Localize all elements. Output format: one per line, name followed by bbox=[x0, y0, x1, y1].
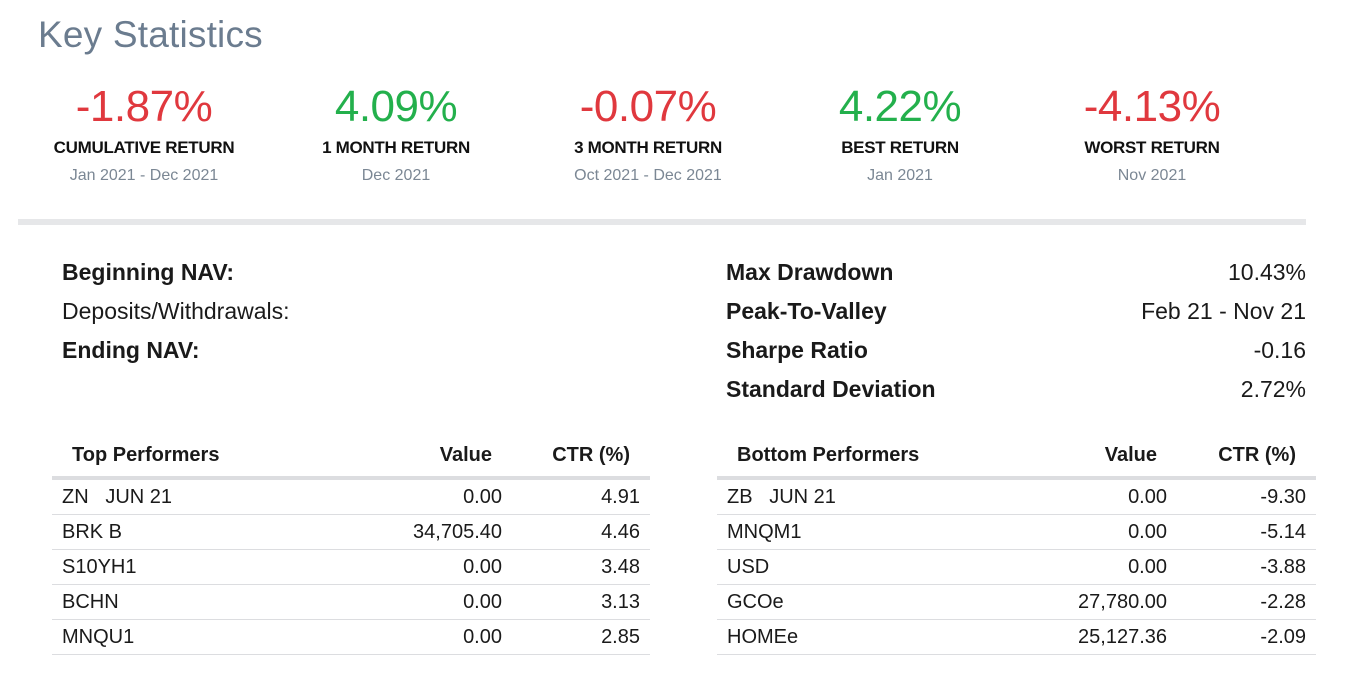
cell-name: MNQM1 bbox=[717, 514, 1017, 550]
cell-ctr: -3.88 bbox=[1167, 549, 1316, 585]
cell-name: USD bbox=[717, 549, 1017, 585]
cell-name: GCOe bbox=[717, 584, 1017, 620]
cell-value: 27,780.00 bbox=[1017, 584, 1167, 620]
kpi-label: CUMULATIVE RETURN bbox=[53, 138, 235, 157]
table-row: MNQM1 0.00 -5.14 bbox=[717, 514, 1316, 550]
table-header-row: Bottom Performers Value CTR (%) bbox=[717, 434, 1316, 480]
cell-ctr: 4.91 bbox=[502, 478, 650, 515]
cell-value: 0.00 bbox=[352, 549, 502, 585]
ending-nav-label: Ending NAV: bbox=[62, 337, 200, 363]
kpi-label: 1 MONTH RETURN bbox=[322, 138, 470, 157]
kpi-value: 4.09% bbox=[334, 82, 458, 131]
cell-value: 0.00 bbox=[1017, 478, 1167, 515]
stat-value: 2.72% bbox=[1240, 376, 1306, 402]
cell-ctr: -9.30 bbox=[1167, 478, 1316, 515]
table-row: GCOe 27,780.00 -2.28 bbox=[717, 584, 1316, 620]
cell-value: 25,127.36 bbox=[1017, 619, 1167, 655]
column-header-ctr: CTR (%) bbox=[1167, 434, 1316, 480]
cell-name: S10YH1 bbox=[52, 549, 352, 585]
table-row: S10YH1 0.00 3.48 bbox=[52, 549, 650, 585]
cell-name: MNQU1 bbox=[52, 619, 352, 655]
kpi-period: Jan 2021 - Dec 2021 bbox=[69, 167, 219, 184]
bottom-performers-table: Bottom Performers Value CTR (%) ZB JUN 2… bbox=[717, 434, 1316, 655]
stat-value: 10.43% bbox=[1227, 259, 1306, 285]
cell-ctr: 4.46 bbox=[502, 514, 650, 550]
kpi-label: BEST RETURN bbox=[841, 138, 959, 157]
stat-label: Max Drawdown bbox=[726, 259, 894, 285]
kpi-value: -4.13% bbox=[1083, 82, 1221, 131]
stat-label: Sharpe Ratio bbox=[726, 337, 868, 363]
kpi-row: -1.87% CUMULATIVE RETURN Jan 2021 - Dec … bbox=[18, 80, 1306, 200]
stat-value: -0.16 bbox=[1253, 337, 1306, 363]
cell-value: 0.00 bbox=[352, 619, 502, 655]
stat-label: Peak-To-Valley bbox=[726, 298, 887, 324]
cell-value: 0.00 bbox=[352, 478, 502, 515]
cell-name: HOMEe bbox=[717, 619, 1017, 655]
kpi-label: 3 MONTH RETURN bbox=[574, 138, 722, 157]
kpi-cumulative-return: -1.87% CUMULATIVE RETURN Jan 2021 - Dec … bbox=[18, 80, 270, 186]
table-row: USD 0.00 -3.88 bbox=[717, 549, 1316, 585]
kpi-period: Jan 2021 bbox=[867, 167, 933, 184]
table-row: ZN JUN 21 0.00 4.91 bbox=[52, 478, 650, 515]
table-header-row: Top Performers Value CTR (%) bbox=[52, 434, 650, 480]
kpi-best-return: 4.22% BEST RETURN Jan 2021 bbox=[774, 80, 1026, 186]
stat-peak-to-valley: Peak-To-Valley Feb 21 - Nov 21 bbox=[726, 292, 1306, 331]
column-header-name: Bottom Performers bbox=[717, 434, 1017, 480]
cell-name: ZN JUN 21 bbox=[52, 478, 352, 515]
kpi-worst-return: -4.13% WORST RETURN Nov 2021 bbox=[1026, 80, 1278, 186]
kpi-period: Oct 2021 - Dec 2021 bbox=[574, 167, 722, 184]
deposits-withdrawals-label: Deposits/Withdrawals: bbox=[62, 298, 290, 324]
cell-ctr: 3.48 bbox=[502, 549, 650, 585]
cell-ctr: -2.28 bbox=[1167, 584, 1316, 620]
stat-label: Standard Deviation bbox=[726, 376, 936, 402]
cell-name: BRK B bbox=[52, 514, 352, 550]
kpi-1-month-return: 4.09% 1 MONTH RETURN Dec 2021 bbox=[270, 80, 522, 186]
stat-sharpe-ratio: Sharpe Ratio -0.16 bbox=[726, 331, 1306, 370]
kpi-value: 4.22% bbox=[838, 82, 962, 131]
cell-name: ZB JUN 21 bbox=[717, 478, 1017, 515]
kpi-label: WORST RETURN bbox=[1084, 138, 1220, 157]
column-header-ctr: CTR (%) bbox=[502, 434, 650, 480]
stat-max-drawdown: Max Drawdown 10.43% bbox=[726, 253, 1306, 292]
kpi-3-month-return: -0.07% 3 MONTH RETURN Oct 2021 - Dec 202… bbox=[522, 80, 774, 186]
risk-stats: Max Drawdown 10.43% Peak-To-Valley Feb 2… bbox=[726, 253, 1306, 409]
table-row: BCHN 0.00 3.13 bbox=[52, 584, 650, 620]
table-row: ZB JUN 21 0.00 -9.30 bbox=[717, 478, 1316, 515]
table-row: MNQU1 0.00 2.85 bbox=[52, 619, 650, 655]
cell-ctr: 2.85 bbox=[502, 619, 650, 655]
nav-summary: Beginning NAV: Deposits/Withdrawals: End… bbox=[62, 253, 622, 370]
column-header-value: Value bbox=[1017, 434, 1167, 480]
column-header-name: Top Performers bbox=[52, 434, 352, 480]
stat-standard-deviation: Standard Deviation 2.72% bbox=[726, 370, 1306, 409]
cell-value: 0.00 bbox=[1017, 514, 1167, 550]
section-divider bbox=[18, 219, 1306, 225]
table-row: HOMEe 25,127.36 -2.09 bbox=[717, 619, 1316, 655]
page-title: Key Statistics bbox=[38, 14, 263, 55]
cell-value: 34,705.40 bbox=[352, 514, 502, 550]
top-performers-table: Top Performers Value CTR (%) ZN JUN 21 0… bbox=[52, 434, 650, 655]
stat-value: Feb 21 - Nov 21 bbox=[1141, 298, 1306, 324]
cell-ctr: 3.13 bbox=[502, 584, 650, 620]
kpi-value: -1.87% bbox=[75, 82, 213, 131]
table-row: BRK B 34,705.40 4.46 bbox=[52, 514, 650, 550]
cell-value: 0.00 bbox=[352, 584, 502, 620]
kpi-period: Nov 2021 bbox=[1117, 167, 1187, 184]
beginning-nav-label: Beginning NAV: bbox=[62, 259, 235, 285]
cell-ctr: -5.14 bbox=[1167, 514, 1316, 550]
cell-name: BCHN bbox=[52, 584, 352, 620]
cell-value: 0.00 bbox=[1017, 549, 1167, 585]
cell-ctr: -2.09 bbox=[1167, 619, 1316, 655]
column-header-value: Value bbox=[352, 434, 502, 480]
kpi-value: -0.07% bbox=[579, 82, 717, 131]
kpi-period: Dec 2021 bbox=[361, 167, 431, 184]
